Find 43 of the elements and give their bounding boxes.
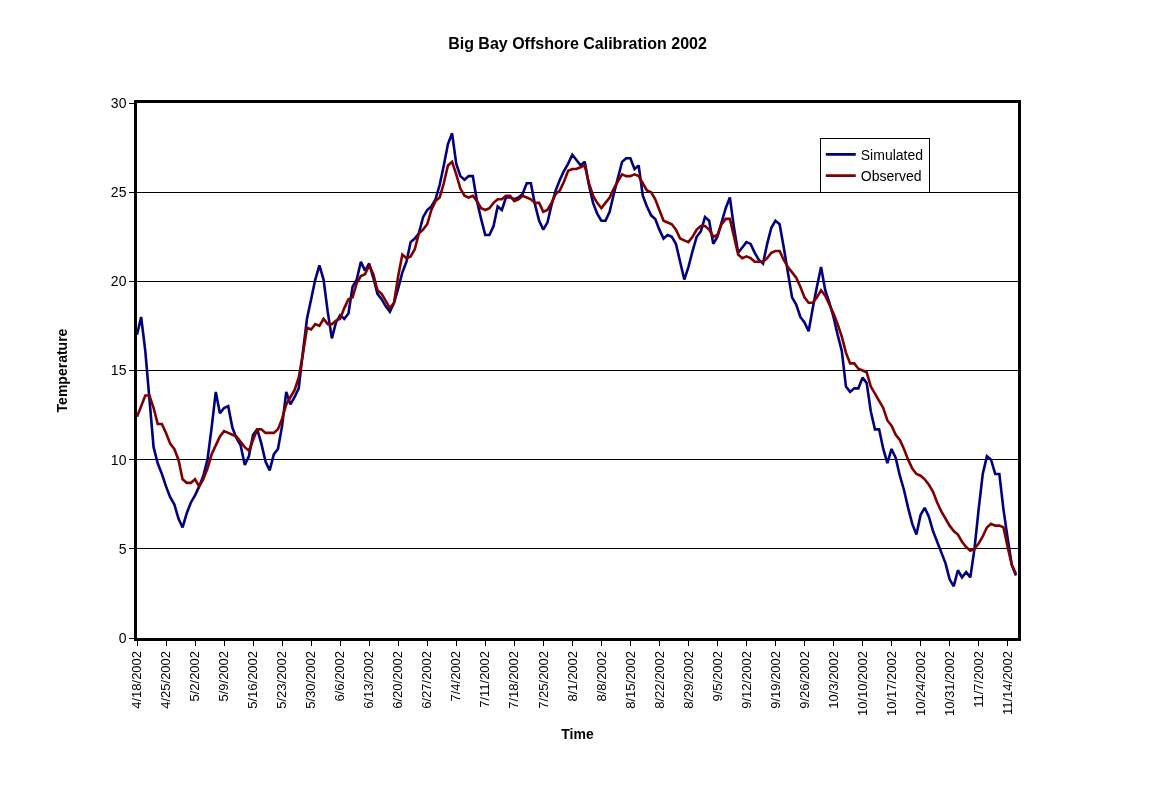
x-tick-label: 8/22/2002 (651, 650, 667, 709)
x-tick-label: 9/5/2002 (709, 650, 725, 702)
x-tick-label: 4/18/2002 (129, 650, 145, 709)
y-tick-label: 30 (110, 94, 127, 111)
x-tick-label: 6/20/2002 (390, 650, 406, 709)
x-tick-label: 5/9/2002 (216, 650, 232, 702)
x-tick-label: 10/17/2002 (883, 650, 899, 717)
x-tick-label: 8/15/2002 (622, 650, 638, 709)
x-tick-label: 5/16/2002 (245, 650, 261, 709)
chart-title: Big Bay Offshore Calibration 2002 (448, 35, 707, 53)
x-tick-label: 4/25/2002 (158, 650, 174, 709)
x-tick-label: 10/10/2002 (854, 650, 870, 717)
x-tick-label: 10/31/2002 (941, 650, 957, 717)
x-tick-label: 9/19/2002 (767, 650, 783, 709)
x-tick-label: 8/8/2002 (593, 650, 609, 702)
y-tick-label: 0 (118, 629, 127, 646)
x-tick-label: 10/3/2002 (825, 650, 841, 709)
x-tick-label: 8/29/2002 (680, 650, 696, 709)
x-tick-label: 5/30/2002 (303, 650, 319, 709)
x-axis-title: Time (561, 726, 594, 743)
y-tick-label: 25 (110, 184, 127, 201)
x-tick-label: 9/26/2002 (796, 650, 812, 709)
legend-label: Observed (860, 168, 922, 185)
x-tick-label: 5/2/2002 (187, 650, 203, 702)
legend-label: Simulated (860, 146, 924, 163)
y-tick-label: 15 (110, 362, 127, 379)
x-tick-label: 6/6/2002 (332, 650, 348, 702)
x-tick-label: 5/23/2002 (274, 650, 290, 709)
x-tick-label: 8/1/2002 (564, 650, 580, 702)
y-axis-title: Temperature (54, 328, 71, 413)
x-tick-label: 7/25/2002 (535, 650, 551, 709)
x-tick-label: 11/7/2002 (970, 650, 986, 708)
x-tick-label: 6/27/2002 (419, 650, 435, 709)
x-tick-label: 7/4/2002 (448, 650, 464, 702)
x-tick-label: 6/13/2002 (361, 650, 377, 709)
x-tick-label: 7/18/2002 (506, 650, 522, 709)
y-tick-label: 10 (110, 451, 127, 468)
x-tick-label: 11/14/2002 (999, 650, 1015, 716)
x-tick-label: 10/24/2002 (912, 650, 928, 717)
x-tick-label: 7/11/2002 (477, 650, 493, 708)
y-tick-label: 5 (118, 540, 127, 557)
x-tick-label: 9/12/2002 (738, 650, 754, 709)
y-tick-label: 20 (110, 273, 127, 290)
